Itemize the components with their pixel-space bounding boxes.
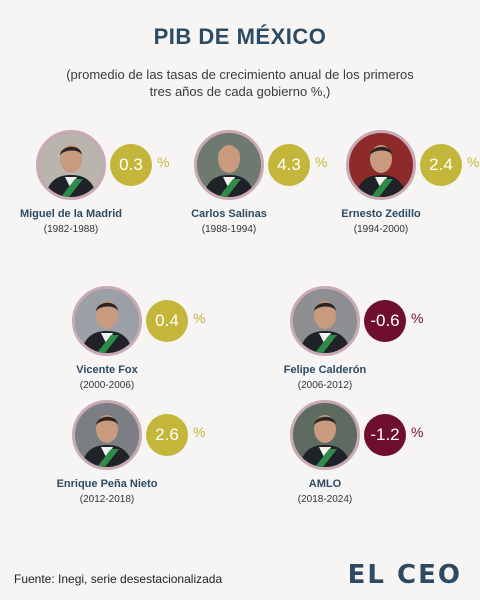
chart-title: PIB DE MÉXICO — [153, 24, 327, 49]
term-years: (1988-1994) — [201, 224, 257, 235]
president-card: 2.6% Enrique Peña Nieto (2012-2018) — [57, 400, 282, 530]
gdp-value-bubble: 4.3 — [268, 144, 310, 186]
president-name: Enrique Peña Nieto — [56, 478, 158, 490]
percent-sign: % — [315, 154, 328, 170]
term-years: (1994-2000) — [353, 224, 409, 235]
president-name: AMLO — [308, 478, 342, 490]
gdp-value-bubble: 2.4 — [420, 144, 462, 186]
president-portrait — [290, 286, 360, 356]
term-years: (1982-1988) — [43, 224, 99, 235]
president-portrait — [72, 400, 142, 470]
president-portrait — [36, 130, 106, 200]
gdp-value-bubble: 2.6 — [146, 414, 188, 456]
president-name: Carlos Salinas — [191, 208, 267, 220]
president-portrait — [290, 400, 360, 470]
term-years: (2018-2024) — [297, 494, 353, 505]
president-card: 0.3% Miguel de la Madrid (1982-1988) — [20, 130, 246, 260]
percent-sign: % — [193, 310, 206, 326]
gdp-value-bubble: 0.4 — [146, 300, 188, 342]
chart-subtitle: (promedio de las tasas de crecimiento an… — [66, 67, 414, 99]
term-years: (2012-2018) — [79, 494, 135, 505]
term-years: (2000-2006) — [79, 380, 135, 391]
gdp-value-bubble: -0.6 — [364, 300, 406, 342]
gdp-value-bubble: -1.2 — [364, 414, 406, 456]
president-card: 0.4% Vicente Fox (2000-2006) — [72, 286, 282, 416]
percent-sign: % — [411, 310, 424, 326]
percent-sign: % — [467, 154, 480, 170]
president-name: Ernesto Zedillo — [341, 208, 421, 220]
brand-logo: EL CEO — [347, 560, 462, 590]
president-portrait — [72, 286, 142, 356]
president-card: 4.3% Carlos Salinas (1988-1994) — [191, 130, 404, 260]
president-name: Felipe Calderón — [283, 364, 367, 376]
gdp-value-bubble: 0.3 — [110, 144, 152, 186]
president-portrait — [194, 130, 264, 200]
president-name: Vicente Fox — [76, 364, 138, 376]
percent-sign: % — [193, 424, 206, 440]
percent-sign: % — [157, 154, 170, 170]
source-note: Fuente: Inegi, serie desestacionalizada — [14, 572, 223, 586]
president-card: -0.6% Felipe Calderón (2006-2012) — [284, 286, 480, 416]
president-card: -1.2% AMLO (2018-2024) — [290, 400, 480, 530]
percent-sign: % — [411, 424, 424, 440]
president-portrait — [346, 130, 416, 200]
president-name: Miguel de la Madrid — [19, 208, 123, 220]
term-years: (2006-2012) — [297, 380, 353, 391]
president-card: 2.4% Ernesto Zedillo (1994-2000) — [341, 130, 480, 260]
